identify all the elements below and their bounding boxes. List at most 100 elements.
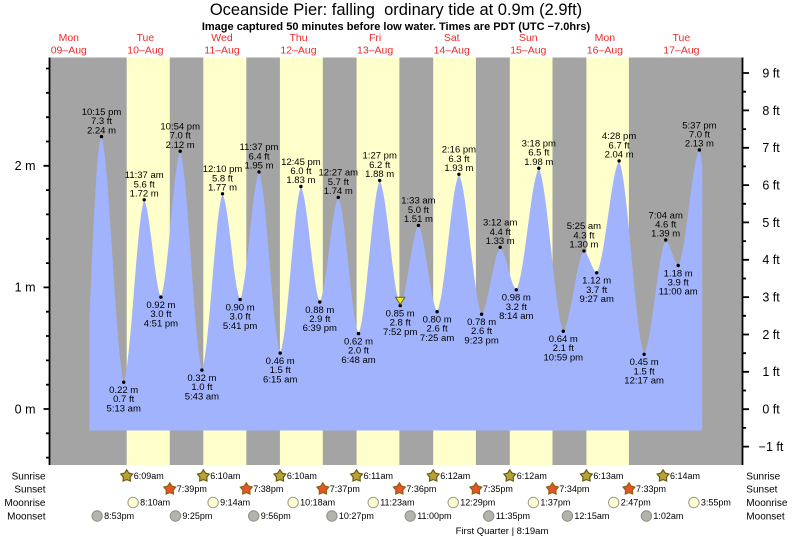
svg-text:Image captured 50 minutes befo: Image captured 50 minutes before low wat…	[202, 21, 591, 33]
svg-text:3:18 pm: 3:18 pm	[522, 139, 556, 150]
svg-text:Sunrise: Sunrise	[12, 472, 46, 483]
svg-text:0.92 m: 0.92 m	[146, 300, 175, 311]
svg-text:1:02am: 1:02am	[653, 511, 683, 521]
svg-text:5.7 ft: 5.7 ft	[328, 177, 349, 188]
svg-text:16–Aug: 16–Aug	[587, 44, 623, 56]
svg-text:11:23am: 11:23am	[380, 498, 414, 508]
svg-text:3.7 ft: 3.7 ft	[586, 285, 607, 296]
svg-text:12:15am: 12:15am	[574, 511, 609, 521]
svg-text:11:00 am: 11:00 am	[659, 287, 698, 298]
svg-text:2:47pm: 2:47pm	[621, 498, 651, 508]
svg-text:0.46 m: 0.46 m	[266, 356, 295, 367]
svg-text:Fri: Fri	[369, 32, 381, 44]
svg-text:0 m: 0 m	[15, 402, 36, 416]
svg-text:2.24 m: 2.24 m	[87, 125, 116, 136]
svg-text:0 ft: 0 ft	[762, 403, 780, 417]
svg-text:5:43 am: 5:43 am	[185, 391, 219, 402]
svg-text:10:27pm: 10:27pm	[339, 511, 374, 521]
svg-text:Sun: Sun	[519, 32, 538, 44]
svg-text:09–Aug: 09–Aug	[51, 44, 87, 56]
svg-text:0.7 ft: 0.7 ft	[113, 394, 134, 405]
svg-text:6:10am: 6:10am	[287, 471, 317, 481]
svg-text:Sunset: Sunset	[14, 485, 45, 496]
svg-text:0.62 m: 0.62 m	[344, 336, 373, 347]
svg-text:9:56pm: 9:56pm	[261, 511, 291, 521]
svg-text:7:33pm: 7:33pm	[636, 484, 666, 494]
svg-text:5:41 pm: 5:41 pm	[223, 321, 257, 332]
svg-text:11–Aug: 11–Aug	[204, 44, 240, 56]
svg-text:3.0 ft: 3.0 ft	[150, 309, 171, 320]
svg-text:9:23 pm: 9:23 pm	[464, 335, 498, 346]
svg-text:3.9 ft: 3.9 ft	[668, 278, 689, 289]
svg-text:5.8 ft: 5.8 ft	[212, 173, 233, 184]
svg-text:6:15 am: 6:15 am	[263, 374, 297, 385]
svg-text:6:13am: 6:13am	[593, 471, 623, 481]
svg-text:Sunrise: Sunrise	[746, 472, 780, 483]
svg-text:0.85 m: 0.85 m	[386, 308, 415, 319]
svg-text:1.77 m: 1.77 m	[208, 183, 237, 194]
svg-text:1.30 m: 1.30 m	[569, 240, 598, 251]
svg-text:7:25 am: 7:25 am	[420, 333, 454, 344]
svg-text:1.98 m: 1.98 m	[524, 157, 553, 168]
svg-text:10–Aug: 10–Aug	[127, 44, 163, 56]
svg-text:1:27 pm: 1:27 pm	[363, 151, 397, 162]
svg-text:12:17 am: 12:17 am	[624, 376, 664, 387]
svg-text:Moonset: Moonset	[746, 512, 785, 523]
svg-text:3.2 ft: 3.2 ft	[506, 302, 527, 313]
svg-text:10:59 pm: 10:59 pm	[543, 352, 583, 363]
svg-text:2.6 ft: 2.6 ft	[471, 326, 492, 337]
svg-text:7:52 pm: 7:52 pm	[383, 327, 417, 338]
svg-text:3 ft: 3 ft	[762, 291, 780, 305]
svg-text:1.5 ft: 1.5 ft	[634, 366, 655, 377]
svg-text:4 ft: 4 ft	[762, 253, 780, 267]
svg-text:7:37pm: 7:37pm	[330, 484, 360, 494]
svg-text:9:14am: 9:14am	[220, 498, 250, 508]
svg-text:2.9 ft: 2.9 ft	[309, 314, 330, 325]
svg-text:14–Aug: 14–Aug	[434, 44, 470, 56]
svg-text:4.3 ft: 4.3 ft	[573, 230, 594, 241]
svg-text:7:38pm: 7:38pm	[253, 484, 283, 494]
svg-text:7 ft: 7 ft	[762, 141, 780, 155]
svg-text:7.0 ft: 7.0 ft	[689, 130, 710, 141]
svg-text:6 ft: 6 ft	[762, 179, 780, 193]
svg-text:0.64 m: 0.64 m	[549, 334, 578, 345]
svg-text:0.32 m: 0.32 m	[187, 373, 216, 384]
svg-text:6:09am: 6:09am	[134, 471, 164, 481]
svg-text:5.0 ft: 5.0 ft	[408, 205, 429, 216]
svg-text:6.2 ft: 6.2 ft	[369, 160, 390, 171]
svg-text:8:14 am: 8:14 am	[499, 311, 533, 322]
svg-text:2 m: 2 m	[15, 159, 36, 173]
svg-text:0.78 m: 0.78 m	[467, 317, 496, 328]
svg-text:6.7 ft: 6.7 ft	[609, 140, 630, 151]
svg-text:12:27 am: 12:27 am	[318, 168, 358, 179]
svg-text:Thu: Thu	[289, 32, 307, 44]
svg-text:Sunset: Sunset	[746, 485, 777, 496]
svg-text:6:11am: 6:11am	[364, 471, 393, 481]
svg-text:9 ft: 9 ft	[762, 66, 780, 80]
svg-text:3.0 ft: 3.0 ft	[230, 312, 251, 323]
svg-text:2.0 ft: 2.0 ft	[348, 346, 369, 357]
svg-text:0.80 m: 0.80 m	[423, 315, 452, 326]
svg-text:0.98 m: 0.98 m	[502, 293, 531, 304]
svg-text:2.1 ft: 2.1 ft	[553, 343, 574, 354]
svg-text:−1 ft: −1 ft	[759, 440, 784, 454]
svg-text:1.5 ft: 1.5 ft	[270, 365, 291, 376]
svg-text:17–Aug: 17–Aug	[663, 44, 699, 56]
svg-text:6.3 ft: 6.3 ft	[448, 154, 469, 165]
svg-text:2:16 pm: 2:16 pm	[442, 145, 476, 156]
svg-text:1.39 m: 1.39 m	[651, 229, 680, 240]
svg-text:1 ft: 1 ft	[762, 365, 780, 379]
svg-text:11:35pm: 11:35pm	[496, 511, 530, 521]
svg-text:1.33 m: 1.33 m	[486, 236, 515, 247]
svg-text:5:13 am: 5:13 am	[107, 403, 141, 414]
svg-text:1.74 m: 1.74 m	[324, 186, 353, 197]
svg-text:7:35pm: 7:35pm	[483, 484, 513, 494]
svg-text:0.90 m: 0.90 m	[226, 302, 255, 313]
svg-text:7.0 ft: 7.0 ft	[170, 131, 191, 142]
svg-text:1.88 m: 1.88 m	[365, 169, 394, 180]
svg-text:11:37 pm: 11:37 pm	[240, 142, 279, 153]
svg-text:6.5 ft: 6.5 ft	[528, 148, 549, 159]
svg-text:1:33 am: 1:33 am	[401, 196, 435, 207]
svg-text:Oceanside Pier: falling ordin: Oceanside Pier: falling ordinary tide at…	[210, 1, 582, 19]
svg-text:Moonrise: Moonrise	[746, 498, 788, 509]
